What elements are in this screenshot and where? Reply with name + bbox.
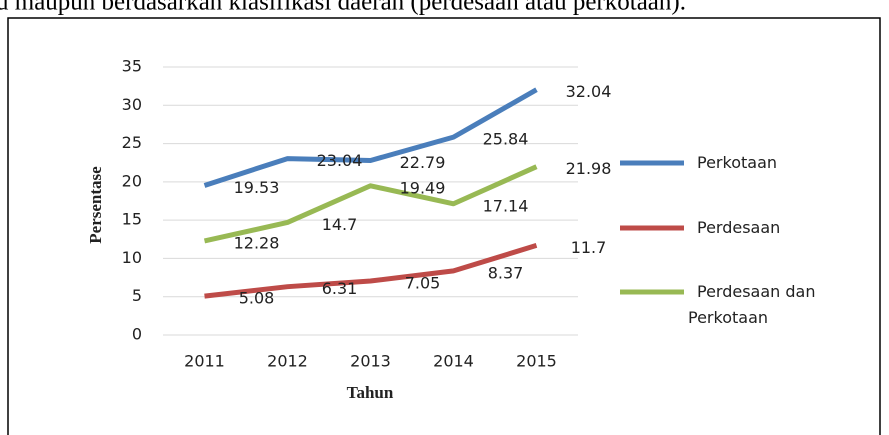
y-tick-label: 35: [122, 57, 142, 76]
x-tick-label: 2014: [433, 352, 474, 371]
data-label: 8.37: [488, 263, 524, 282]
legend-label: Perdesaan dan Perkotaan: [688, 282, 816, 327]
y-tick-label: 15: [122, 210, 142, 229]
data-label: 23.04: [317, 151, 363, 170]
data-label: 6.31: [322, 279, 358, 298]
data-label: 32.04: [566, 82, 612, 101]
y-tick-label: 0: [132, 325, 142, 344]
data-label: 19.53: [234, 178, 280, 197]
frame: [7, 17, 881, 435]
legend-label: Perdesaan: [697, 218, 781, 237]
data-label: 11.7: [571, 238, 607, 257]
x-axis-title: Tahun: [347, 383, 394, 402]
x-tick-label: 2013: [350, 352, 391, 371]
series-line: [203, 87, 538, 188]
data-label: 21.98: [566, 159, 612, 178]
y-tick-label: 10: [122, 248, 142, 267]
y-tick-label: 20: [122, 171, 142, 190]
y-tick-label: 25: [122, 133, 142, 152]
data-label: 19.49: [400, 178, 446, 197]
data-label: 5.08: [239, 289, 275, 308]
y-tick-label: 30: [122, 95, 142, 114]
page-text: u maupun berdasarkan klasifikasi daerah …: [0, 0, 686, 16]
x-tick-label: 2011: [184, 352, 225, 371]
series-line: [203, 164, 538, 244]
x-tick-label: 2015: [516, 352, 557, 371]
data-label: 25.84: [483, 130, 529, 149]
x-tick-label: 2012: [267, 352, 308, 371]
data-label: 17.14: [483, 196, 529, 215]
y-axis-title: Persentase: [86, 166, 105, 244]
series-line: [204, 243, 538, 299]
data-label: 7.05: [405, 274, 441, 293]
data-label: 12.28: [234, 233, 280, 252]
y-tick-label: 5: [132, 286, 142, 305]
legend-label: Perkotaan: [697, 153, 778, 172]
data-label: 14.7: [322, 215, 358, 234]
data-label: 22.79: [400, 153, 446, 172]
